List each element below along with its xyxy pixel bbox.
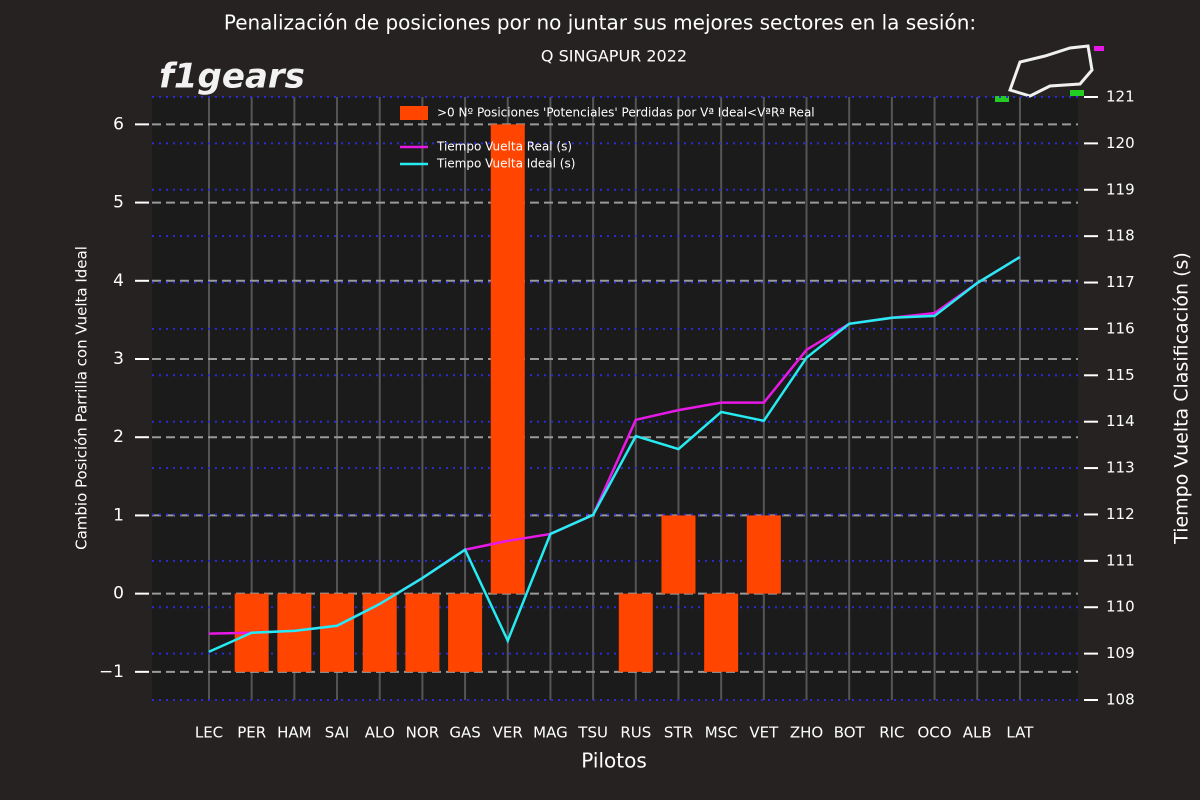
legend-swatch: [400, 106, 428, 120]
y2-tick-label: 111: [1106, 551, 1135, 569]
x-axis-label: Pilotos: [581, 749, 646, 773]
y2-tick-label: 112: [1106, 505, 1135, 523]
bar: [448, 593, 483, 672]
y-tick-label: 1: [113, 505, 124, 525]
x-tick-label: BOT: [834, 724, 866, 742]
x-tick-label: LEC: [195, 724, 223, 742]
x-tick-label: STR: [664, 724, 693, 742]
legend-label: >0 Nº Posiciones 'Potenciales' Perdidas …: [437, 106, 815, 120]
y-tick-label: 5: [113, 193, 124, 213]
bar: [490, 124, 525, 594]
x-tick-label: RUS: [620, 724, 651, 742]
x-tick-label: VER: [493, 724, 523, 742]
y-tick-label: 4: [113, 271, 124, 291]
bar: [405, 593, 440, 672]
y2-tick-label: 110: [1106, 598, 1135, 616]
y2-tick-label: 109: [1106, 644, 1135, 662]
track-marker: [1094, 46, 1104, 51]
y-tick-label: 0: [113, 584, 124, 604]
x-tick-label: OCO: [918, 724, 952, 742]
y2-tick-label: 114: [1106, 412, 1135, 430]
line: [208, 255, 1021, 653]
y-axis-label: Cambio Posición Parrilla con Vuelta Idea…: [73, 246, 91, 550]
y2-tick-label: 120: [1106, 134, 1135, 152]
y2-tick-label: 116: [1106, 319, 1135, 337]
y-tick-label: 3: [113, 349, 124, 369]
track-map: [995, 44, 1104, 102]
track-marker: [1070, 90, 1084, 96]
x-tick-label: HAM: [277, 724, 311, 742]
x-tick-label: NOR: [406, 724, 439, 742]
chart-subtitle: Q SINGAPUR 2022: [541, 47, 687, 66]
y2-tick-label: 121: [1106, 88, 1135, 106]
logo: f1gears: [159, 57, 305, 97]
x-tick-label: ALO: [365, 724, 395, 742]
bar: [362, 593, 397, 672]
bar: [704, 593, 739, 672]
x-tick-label: VET: [749, 724, 779, 742]
x-tick-label: PER: [237, 724, 266, 742]
y-tick-label: 6: [113, 114, 124, 134]
y2-tick-label: 118: [1106, 227, 1135, 245]
track-marker: [995, 96, 1009, 102]
legend-label: Tiempo Vuelta Real (s): [436, 140, 572, 154]
x-tick-label: TSU: [577, 724, 608, 742]
bar: [618, 593, 653, 672]
legend-label: Tiempo Vuelta Ideal (s): [436, 157, 575, 171]
x-tick-label: LAT: [1006, 724, 1034, 742]
x-tick-label: ZHO: [790, 724, 823, 742]
y2-tick-label: 119: [1106, 180, 1135, 198]
bar: [746, 515, 781, 594]
y2-tick-label: 113: [1106, 459, 1135, 477]
legend: >0 Nº Posiciones 'Potenciales' Perdidas …: [400, 106, 815, 171]
bar: [661, 515, 696, 594]
y-tick-label: −1: [99, 662, 124, 682]
chart-title: Penalización de posiciones por no juntar…: [224, 11, 976, 35]
x-tick-label: RIC: [879, 724, 904, 742]
x-tick-label: GAS: [449, 724, 480, 742]
x-tick-label: MSC: [705, 724, 738, 742]
y2-tick-label: 115: [1106, 366, 1135, 384]
y2-tick-label: 108: [1106, 691, 1135, 709]
x-tick-label: MAG: [533, 724, 568, 742]
track-outline: [1008, 44, 1094, 98]
x-tick-label: ALB: [963, 724, 992, 742]
bar: [320, 593, 355, 672]
bar: [277, 593, 312, 672]
y-tick-label: 2: [113, 427, 124, 447]
y2-tick-label: 117: [1106, 273, 1135, 291]
x-tick-label: SAI: [325, 724, 350, 742]
y2-axis-label: Tiempo Vuelta Clasificación (s): [1171, 252, 1193, 545]
